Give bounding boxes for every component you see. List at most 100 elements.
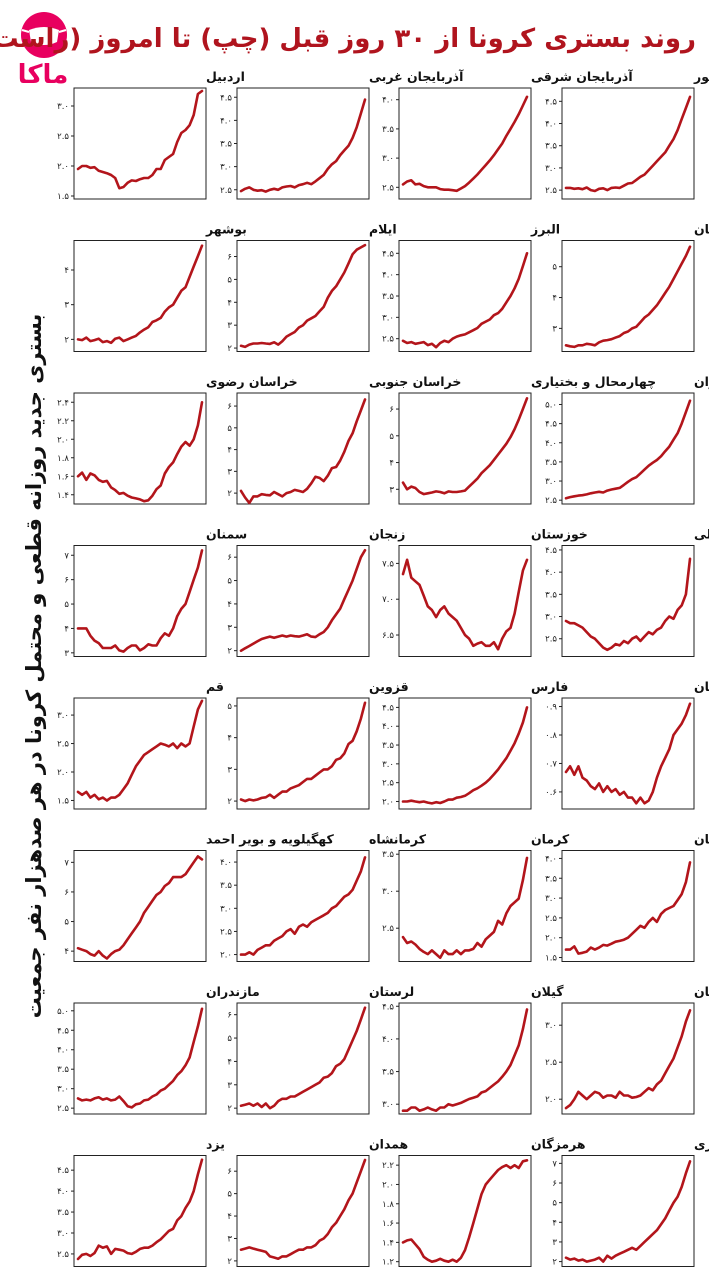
y-tick-label: ۶.۵	[382, 631, 394, 641]
y-tick-label: ۴.۰	[57, 1187, 69, 1197]
chart-panel: تهران ۲.۵ ۳.۰ ۳.۵ ۴.۰ ۴.۵ ۵.۰	[545, 374, 709, 506]
plot-frame	[236, 1002, 370, 1115]
chart-title: اصفهان	[694, 222, 709, 237]
y-tick-label: ۲.۵	[545, 186, 557, 196]
plot-frame	[236, 850, 370, 962]
y-tick-label: ۴.۵	[382, 703, 394, 713]
series-line	[401, 396, 529, 496]
y-tick-label: ۳.۵	[382, 125, 394, 135]
y-tick-label: ۰.۹	[545, 703, 557, 713]
series-line	[239, 701, 367, 803]
series-line	[76, 1007, 204, 1109]
chart-title: کرمان	[531, 832, 570, 847]
y-tick-label: ۳	[64, 301, 69, 311]
y-tick-label: ۲.۰	[545, 1095, 557, 1105]
series-line	[76, 699, 204, 802]
plot-frame	[73, 392, 207, 505]
y-tick-label: ۵	[227, 424, 232, 434]
plot-frame	[398, 850, 532, 962]
chart-panel: بوشهر ۲ ۳ ۴	[64, 222, 247, 352]
chart-panel: یزد ۲.۵ ۳.۰ ۳.۵ ۴.۰ ۴.۵	[57, 1137, 225, 1267]
y-tick-label: ۳.۰	[220, 904, 232, 914]
y-tick-label: ۶	[552, 1179, 557, 1189]
y-tick-label: ۲.۵	[545, 914, 557, 924]
series-line	[564, 1009, 692, 1110]
y-tick-label: ۳.۵	[545, 590, 557, 600]
page-title: روند بستری کرونا از ۳۰ روز قبل (چپ) تا ا…	[0, 24, 696, 54]
chart-title: فارس	[531, 679, 568, 694]
y-tick-label: ۲.۵	[57, 1104, 69, 1114]
chart-panel: زنجان ۲ ۳ ۴ ۵ ۶	[227, 527, 405, 657]
y-tick-label: ۳.۰	[382, 760, 394, 770]
y-tick-label: ۱.۵	[57, 192, 69, 202]
y-tick-label: ۳.۵	[382, 850, 394, 860]
y-tick-label: ۴.۵	[545, 97, 557, 107]
chart-title: خراسان جنوبی	[369, 374, 461, 389]
y-tick-label: ۳.۰	[545, 477, 557, 487]
y-tick-label: ۲.۵	[220, 927, 232, 937]
y-tick-label: ۴	[227, 734, 232, 744]
y-tick-label: ۳	[227, 321, 232, 331]
y-tick-label: ۳.۵	[545, 458, 557, 468]
plot-frame	[73, 850, 207, 962]
y-tick-label: ۳	[552, 324, 557, 334]
plot-frame	[73, 87, 207, 200]
chart-title: خراسان شمالی	[694, 527, 709, 542]
series-line	[239, 243, 367, 349]
chart-panel: همدان ۲ ۳ ۴ ۵ ۶	[227, 1137, 408, 1267]
series-line	[401, 856, 529, 960]
plot-frame	[236, 240, 370, 352]
y-tick-label: ۵	[64, 918, 69, 928]
chart-panel: خراسان جنوبی ۲ ۳ ۴ ۵ ۶	[227, 374, 461, 505]
y-tick-label: ۳	[389, 485, 394, 495]
plot-frame	[73, 240, 207, 352]
y-tick-label: ۲.۲	[382, 1161, 394, 1171]
plot-frame	[561, 697, 695, 810]
chart-title: سیستان و بلوچستان	[694, 679, 709, 694]
chart-panel: قم ۱.۵ ۲.۰ ۲.۵ ۳.۰	[57, 679, 224, 810]
y-tick-label: ۷.۰	[382, 595, 394, 605]
y-tick-label: ۱.۵	[545, 954, 557, 964]
chart-panel: سیستان و بلوچستان ۰.۶ ۰.۷ ۰.۸ ۰.۹	[545, 679, 709, 810]
series-line	[401, 558, 529, 651]
y-tick-label: ۱.۶	[57, 472, 69, 482]
y-tick-label: ۳.۰	[57, 102, 69, 112]
y-tick-label: ۳	[227, 623, 232, 633]
maka-logo: ماکا	[18, 12, 68, 88]
y-tick-label: ۴.۵	[545, 420, 557, 430]
y-tick-label: ۲.۵	[382, 183, 394, 193]
chart-title: بوشهر	[205, 222, 247, 237]
y-tick-label: ۲.۰	[57, 162, 69, 172]
y-tick-label: ۶	[64, 576, 69, 586]
y-tick-label: ۴	[64, 624, 69, 634]
plot-frame	[398, 1002, 532, 1115]
chart-title: خوزستان	[531, 527, 588, 542]
chart-panel: لرستان ۲ ۳ ۴ ۵ ۶	[227, 984, 414, 1115]
y-tick-label: ۴	[227, 1212, 232, 1222]
series-line	[76, 244, 204, 345]
y-tick-label: ۲.۰	[382, 797, 394, 807]
plot-frame	[398, 697, 532, 810]
y-tick-label: ۳.۰	[545, 613, 557, 623]
y-tick-label: ۲.۰	[545, 934, 557, 944]
y-tick-label: ۱.۶	[382, 1219, 394, 1229]
chart-title: قم	[206, 679, 224, 694]
chart-title: سمنان	[206, 527, 247, 542]
plot-frame	[73, 697, 207, 810]
y-tick-label: ۴.۵	[57, 1166, 69, 1176]
y-tick-label: ۴.۰	[382, 1035, 394, 1045]
y-tick-label: ۳.۵	[220, 881, 232, 891]
y-tick-label: ۳.۰	[220, 163, 232, 173]
y-tick-label: ۷	[64, 858, 69, 868]
series-line	[564, 1160, 692, 1263]
y-tick-label: ۳.۰	[545, 164, 557, 174]
chart-title: همدان	[369, 1137, 408, 1152]
y-tick-label: ۴	[227, 1057, 232, 1067]
y-tick-label: ۳.۵	[220, 140, 232, 150]
series-line	[564, 95, 692, 193]
y-tick-label: ۴	[552, 1218, 557, 1228]
y-tick-label: ۳	[552, 1238, 557, 1248]
y-tick-label: ۴	[64, 947, 69, 957]
y-tick-label: ۴.۵	[382, 249, 394, 259]
